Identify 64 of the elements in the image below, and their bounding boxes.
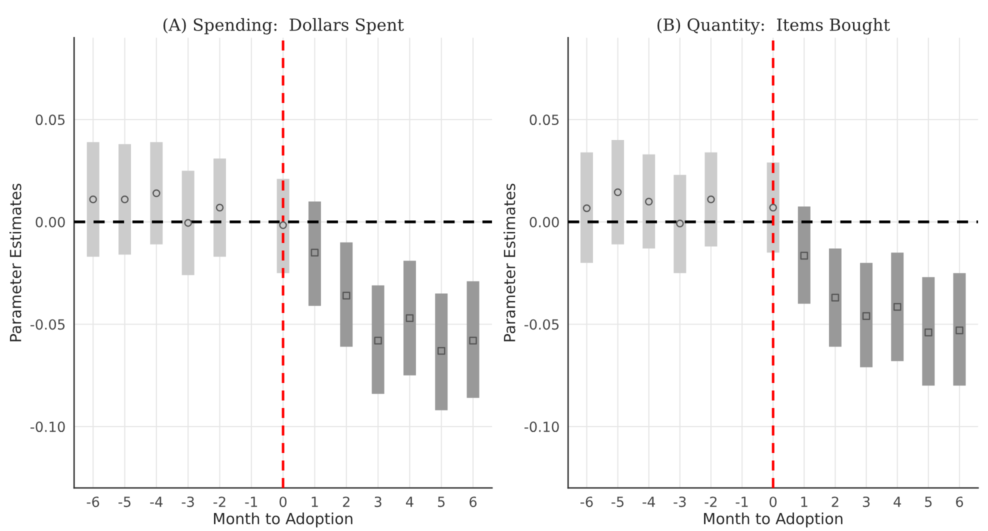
point [644,198,653,206]
point [893,302,902,311]
x-tick-label: 5 [925,496,932,508]
y-tick-label: -0.10 [524,422,559,432]
point [800,252,808,260]
x-tick-label: -1 [736,496,748,507]
x-tick-label: -6 [86,496,100,508]
y-tick-label: -0.05 [524,319,559,330]
y-tick-label: 0.05 [530,114,559,126]
point [342,292,350,300]
x-tick-label: -3 [674,496,686,508]
x-tick-label: 1 [801,496,808,507]
y-tick-label: 0.00 [530,216,559,228]
x-tick-label: -5 [118,496,130,508]
x-tick-label: 1 [312,496,318,507]
point [956,326,964,334]
x-tick-label: -1 [245,496,258,507]
x-tick-label: 3 [862,496,870,508]
x-tick-label: 5 [438,496,445,508]
point [279,221,287,230]
point [862,312,870,320]
x-tick-label: 4 [406,496,414,507]
x-tick-label: 3 [374,496,382,508]
point [120,196,129,204]
point [437,346,446,355]
x-tick-label: -6 [580,496,593,508]
x-tick-label: 2 [342,496,350,507]
x-tick-label: -4 [150,496,163,507]
x-tick-label: -4 [642,496,656,507]
point [769,204,777,212]
y-tick-label: -0.10 [30,422,65,432]
y-tick-label: -0.05 [30,319,65,330]
point [216,204,224,212]
x-tick-label: 2 [832,496,838,507]
x-tick-label: 6 [470,496,477,508]
x-tick-label: 6 [956,496,964,508]
y-axis-title: Parameter Estimates [9,184,22,342]
point [707,196,715,204]
point [406,314,414,322]
point [152,189,160,198]
x-tick-label: 4 [894,496,901,507]
y-tick-label: 0.00 [36,216,65,228]
y-axis-title: Parameter Estimates [503,184,516,342]
x-tick-label: 0 [770,496,777,508]
point [310,248,319,256]
y-tick-label: 0.05 [36,114,65,126]
x-tick-label: -2 [213,496,226,507]
x-axis-title: Month to Adoption [214,512,352,528]
chart-title: (A) Spending: Dollars Spent [163,18,404,34]
point [676,220,684,228]
x-axis-title: Month to Adoption [704,512,842,528]
point [831,294,840,302]
x-tick-label: -2 [704,496,717,507]
point [374,336,382,345]
point [89,196,97,204]
x-tick-label: -3 [182,496,194,508]
point [614,188,622,196]
x-tick-label: -5 [612,496,624,508]
point [924,328,932,336]
point [184,219,192,227]
point [582,204,591,212]
x-tick-label: 0 [280,496,287,508]
chart-title: (B) Quantity: Items Bought [657,18,890,34]
point [469,336,477,345]
